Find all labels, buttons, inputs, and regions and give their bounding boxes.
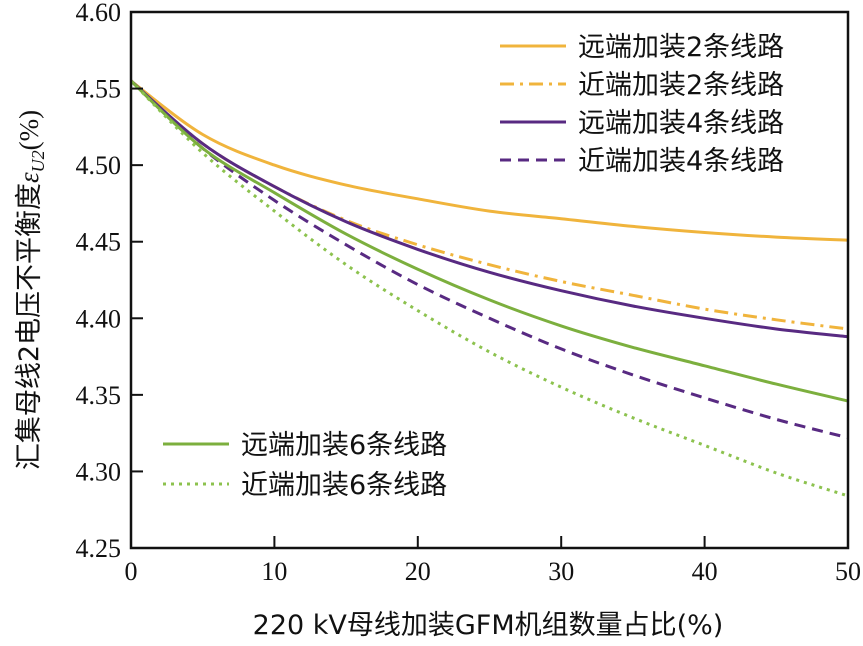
y-axis-title-text: 汇集母线2电压不平衡度 [14,183,45,470]
series-line-1 [130,79,849,242]
y-axis-title-subscript: U2 [28,150,48,172]
series-layer [129,79,849,498]
series-line-3 [130,79,849,339]
plot-frame [129,10,850,550]
x-tick-label: 50 [835,557,861,586]
y-axis-title-unit: (%) [14,110,44,150]
x-tick-label: 0 [125,557,138,586]
x-axis-title: 220 kV母线加装GFM机组数量占比(%) [253,610,724,641]
legend-label: 近端加装6条线路 [241,470,447,501]
y-axis-title: 汇集母线2电压不平衡度εU2(%) [14,110,48,470]
legend-layer: 远端加装2条线路近端加装2条线路远端加装4条线路近端加装4条线路远端加装6条线路… [163,32,784,501]
legend-label: 远端加装2条线路 [578,32,784,63]
y-axis-title-symbol: ε [14,172,44,183]
series-line-4 [129,79,849,440]
series-line-6 [129,79,849,498]
y-tick-label: 4.55 [76,75,122,104]
x-tick-label: 20 [405,557,431,586]
axes-layer: 0 10 20 30 40 50 4.25 4.30 4.35 4.40 4.45 4.50 4.55 4… [76,0,862,586]
y-tick-label: 4.60 [76,0,122,27]
legend-label: 近端加装2条线路 [578,70,784,101]
y-tick-label: 4.45 [76,228,122,257]
x-tick-label: 30 [548,557,574,586]
y-tick-label: 4.50 [76,151,122,180]
series-line-2 [130,79,849,331]
y-tick-label: 4.25 [76,534,122,563]
y-tick-label: 4.40 [76,304,122,333]
svg-text:汇集母线2电压不平衡度εU2(%): 汇集母线2电压不平衡度εU2(%) [14,110,48,470]
series-line-5 [129,79,849,403]
legend-label: 近端加装4条线路 [578,146,784,177]
y-tick-label: 4.35 [76,381,122,410]
y-tick-label: 4.30 [76,457,122,486]
x-tick-label: 40 [692,557,718,586]
legend-label: 远端加装4条线路 [578,108,784,139]
x-tick-label: 10 [261,557,287,586]
legend-label: 远端加装6条线路 [241,430,447,461]
